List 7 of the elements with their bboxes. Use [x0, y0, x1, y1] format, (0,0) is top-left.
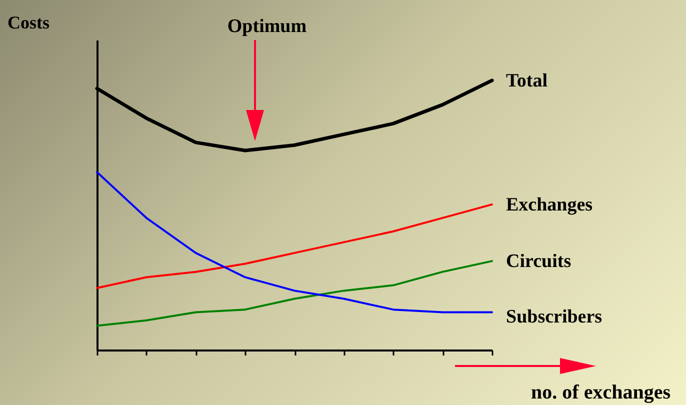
text: Optimum: [227, 16, 307, 37]
series-label: Total: [506, 70, 548, 92]
series-label: Subscribers: [506, 306, 602, 328]
series-label: Exchanges: [506, 194, 593, 216]
series-label: Circuits: [506, 251, 572, 272]
x-axis-title: no. of exchanges: [531, 382, 671, 404]
y-axis-title: Costs: [8, 12, 50, 32]
